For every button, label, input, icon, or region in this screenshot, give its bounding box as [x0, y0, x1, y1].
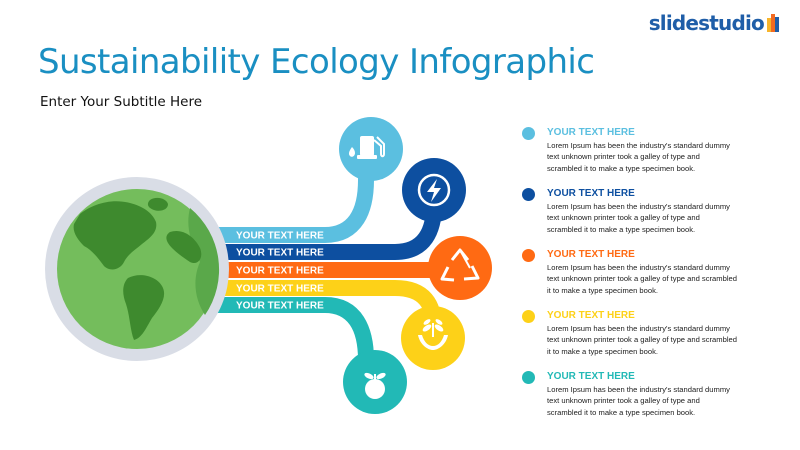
band-4-label: YOUR TEXT HERE [236, 284, 324, 295]
globe-icon [45, 177, 229, 361]
legend-dot-5 [522, 371, 535, 384]
slide-title: Sustainability Ecology Infographic [38, 42, 595, 82]
legend-line: scrambled it to make a type specimen boo… [547, 224, 696, 234]
legend-dot-3 [522, 249, 535, 262]
fuel-pump-icon [348, 136, 385, 159]
legend-line: Lorem Ipsum has been the industry's stan… [547, 263, 730, 272]
legend-line: text unknown printer took a galley of ty… [547, 213, 700, 223]
globe-shade [188, 208, 220, 315]
sustainability-diagram: YOUR TEXT HERE YOUR TEXT HERE YOUR TEXT … [45, 117, 492, 414]
band-5-label: YOUR TEXT HERE [236, 301, 324, 312]
logo-text: slidestudio [648, 11, 765, 35]
hand-plant-icon [418, 319, 448, 350]
legend-line: it to make a type specimen book. [547, 285, 659, 295]
legend-heading-5: YOUR TEXT HERE [547, 371, 635, 382]
legend-line: text unknown printer took a galley of ty… [547, 274, 737, 284]
legend-dot-2 [522, 188, 535, 201]
band-3 [205, 236, 492, 300]
slide-subtitle: Enter Your Subtitle Here [40, 94, 203, 110]
lightning-icon [417, 173, 451, 207]
legend-line: text unknown printer took a galley of ty… [547, 335, 737, 345]
band-3-node [428, 236, 492, 300]
legend-body-5: Lorem Ipsum has been the industry's stan… [547, 384, 772, 418]
brand-logo: slidestudio [649, 11, 780, 35]
legend-body-4: Lorem Ipsum has been the industry's stan… [547, 323, 772, 357]
legend-line: text unknown printer took a galley of ty… [547, 396, 700, 406]
band-4-node [401, 306, 465, 370]
band-1-ribbon [205, 160, 374, 243]
legend-dot-1 [522, 127, 535, 140]
logo-mark-icon [767, 14, 780, 32]
legend-heading-4: YOUR TEXT HERE [547, 310, 635, 321]
legend-item-2: YOUR TEXT HERE Lorem Ipsum has been the … [522, 185, 772, 246]
band-5-ribbon [205, 297, 374, 372]
band-1 [205, 117, 403, 243]
legend-line: Lorem Ipsum has been the industry's stan… [547, 141, 730, 150]
legend-body-3: Lorem Ipsum has been the industry's stan… [547, 262, 772, 296]
recycle-icon [440, 248, 480, 282]
legend-line: it to make a type specimen book. [547, 346, 659, 356]
legend-line: scrambled it to make a type specimen boo… [547, 163, 696, 173]
globe-continent-north [73, 201, 157, 270]
legend-item-1: YOUR TEXT HERE Lorem Ipsum has been the … [522, 124, 772, 185]
legend-line: scrambled it to make a type specimen boo… [547, 407, 696, 417]
band-4 [205, 280, 465, 370]
legend-item-5: YOUR TEXT HERE Lorem Ipsum has been the … [522, 368, 772, 429]
legend: YOUR TEXT HERE Lorem Ipsum has been the … [522, 124, 772, 429]
globe-island [147, 197, 168, 211]
globe-continent-south [123, 275, 165, 340]
band-3-label: YOUR TEXT HERE [236, 266, 324, 277]
band-1-label: YOUR TEXT HERE [236, 231, 324, 242]
legend-heading-2: YOUR TEXT HERE [547, 188, 635, 199]
legend-line: Lorem Ipsum has been the industry's stan… [547, 202, 730, 211]
band-3-ribbon [205, 262, 457, 278]
legend-item-3: YOUR TEXT HERE Lorem Ipsum has been the … [522, 246, 772, 307]
legend-body-1: Lorem Ipsum has been the industry's stan… [547, 140, 772, 174]
legend-line: Lorem Ipsum has been the industry's stan… [547, 324, 730, 333]
legend-dot-4 [522, 310, 535, 323]
apple-icon [364, 372, 386, 399]
legend-heading-1: YOUR TEXT HERE [547, 127, 635, 138]
legend-body-2: Lorem Ipsum has been the industry's stan… [547, 201, 772, 235]
band-2-label: YOUR TEXT HERE [236, 248, 324, 259]
legend-line: Lorem Ipsum has been the industry's stan… [547, 385, 730, 394]
legend-line: text unknown printer took a galley of ty… [547, 152, 700, 162]
legend-heading-3: YOUR TEXT HERE [547, 249, 635, 260]
globe-continent-east [166, 230, 202, 264]
legend-item-4: YOUR TEXT HERE Lorem Ipsum has been the … [522, 307, 772, 368]
